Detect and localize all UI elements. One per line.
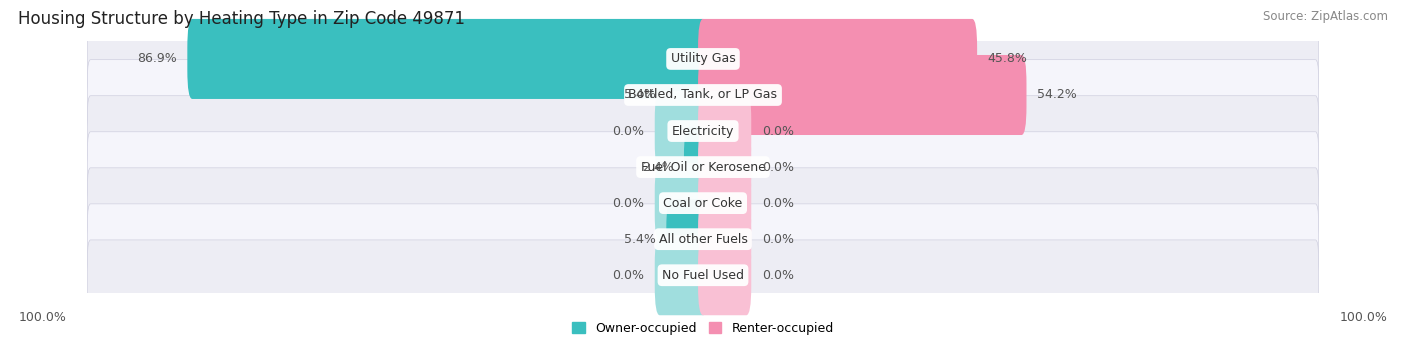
Text: 86.9%: 86.9% (136, 53, 177, 65)
FancyBboxPatch shape (655, 91, 709, 171)
FancyBboxPatch shape (87, 204, 1319, 275)
FancyBboxPatch shape (697, 199, 751, 279)
Text: 100.0%: 100.0% (18, 311, 66, 324)
Text: 0.0%: 0.0% (762, 124, 794, 137)
Text: 5.4%: 5.4% (624, 233, 655, 246)
Text: 2.4%: 2.4% (641, 161, 673, 174)
Text: Housing Structure by Heating Type in Zip Code 49871: Housing Structure by Heating Type in Zip… (18, 10, 465, 28)
FancyBboxPatch shape (697, 163, 751, 243)
Text: Fuel Oil or Kerosene: Fuel Oil or Kerosene (641, 161, 765, 174)
FancyBboxPatch shape (187, 19, 709, 99)
Text: Bottled, Tank, or LP Gas: Bottled, Tank, or LP Gas (628, 89, 778, 102)
FancyBboxPatch shape (87, 132, 1319, 203)
Text: Electricity: Electricity (672, 124, 734, 137)
FancyBboxPatch shape (666, 199, 709, 279)
Text: 0.0%: 0.0% (612, 197, 644, 210)
Text: 0.0%: 0.0% (762, 233, 794, 246)
Text: No Fuel Used: No Fuel Used (662, 269, 744, 282)
Legend: Owner-occupied, Renter-occupied: Owner-occupied, Renter-occupied (572, 322, 834, 335)
FancyBboxPatch shape (697, 127, 751, 207)
FancyBboxPatch shape (655, 235, 709, 315)
FancyBboxPatch shape (697, 91, 751, 171)
Text: Coal or Coke: Coal or Coke (664, 197, 742, 210)
Text: 0.0%: 0.0% (612, 124, 644, 137)
FancyBboxPatch shape (697, 19, 977, 99)
FancyBboxPatch shape (697, 55, 1026, 135)
FancyBboxPatch shape (697, 235, 751, 315)
Text: 54.2%: 54.2% (1038, 89, 1077, 102)
FancyBboxPatch shape (87, 240, 1319, 311)
FancyBboxPatch shape (666, 55, 709, 135)
Text: 0.0%: 0.0% (762, 197, 794, 210)
Text: All other Fuels: All other Fuels (658, 233, 748, 246)
Text: 100.0%: 100.0% (1340, 311, 1388, 324)
Text: 0.0%: 0.0% (762, 161, 794, 174)
Text: Source: ZipAtlas.com: Source: ZipAtlas.com (1263, 10, 1388, 23)
FancyBboxPatch shape (87, 168, 1319, 238)
Text: 0.0%: 0.0% (762, 269, 794, 282)
FancyBboxPatch shape (655, 163, 709, 243)
FancyBboxPatch shape (87, 24, 1319, 94)
FancyBboxPatch shape (87, 60, 1319, 130)
Text: Utility Gas: Utility Gas (671, 53, 735, 65)
FancyBboxPatch shape (87, 96, 1319, 166)
Text: 5.4%: 5.4% (624, 89, 655, 102)
FancyBboxPatch shape (683, 127, 709, 207)
Text: 45.8%: 45.8% (987, 53, 1028, 65)
Text: 0.0%: 0.0% (612, 269, 644, 282)
